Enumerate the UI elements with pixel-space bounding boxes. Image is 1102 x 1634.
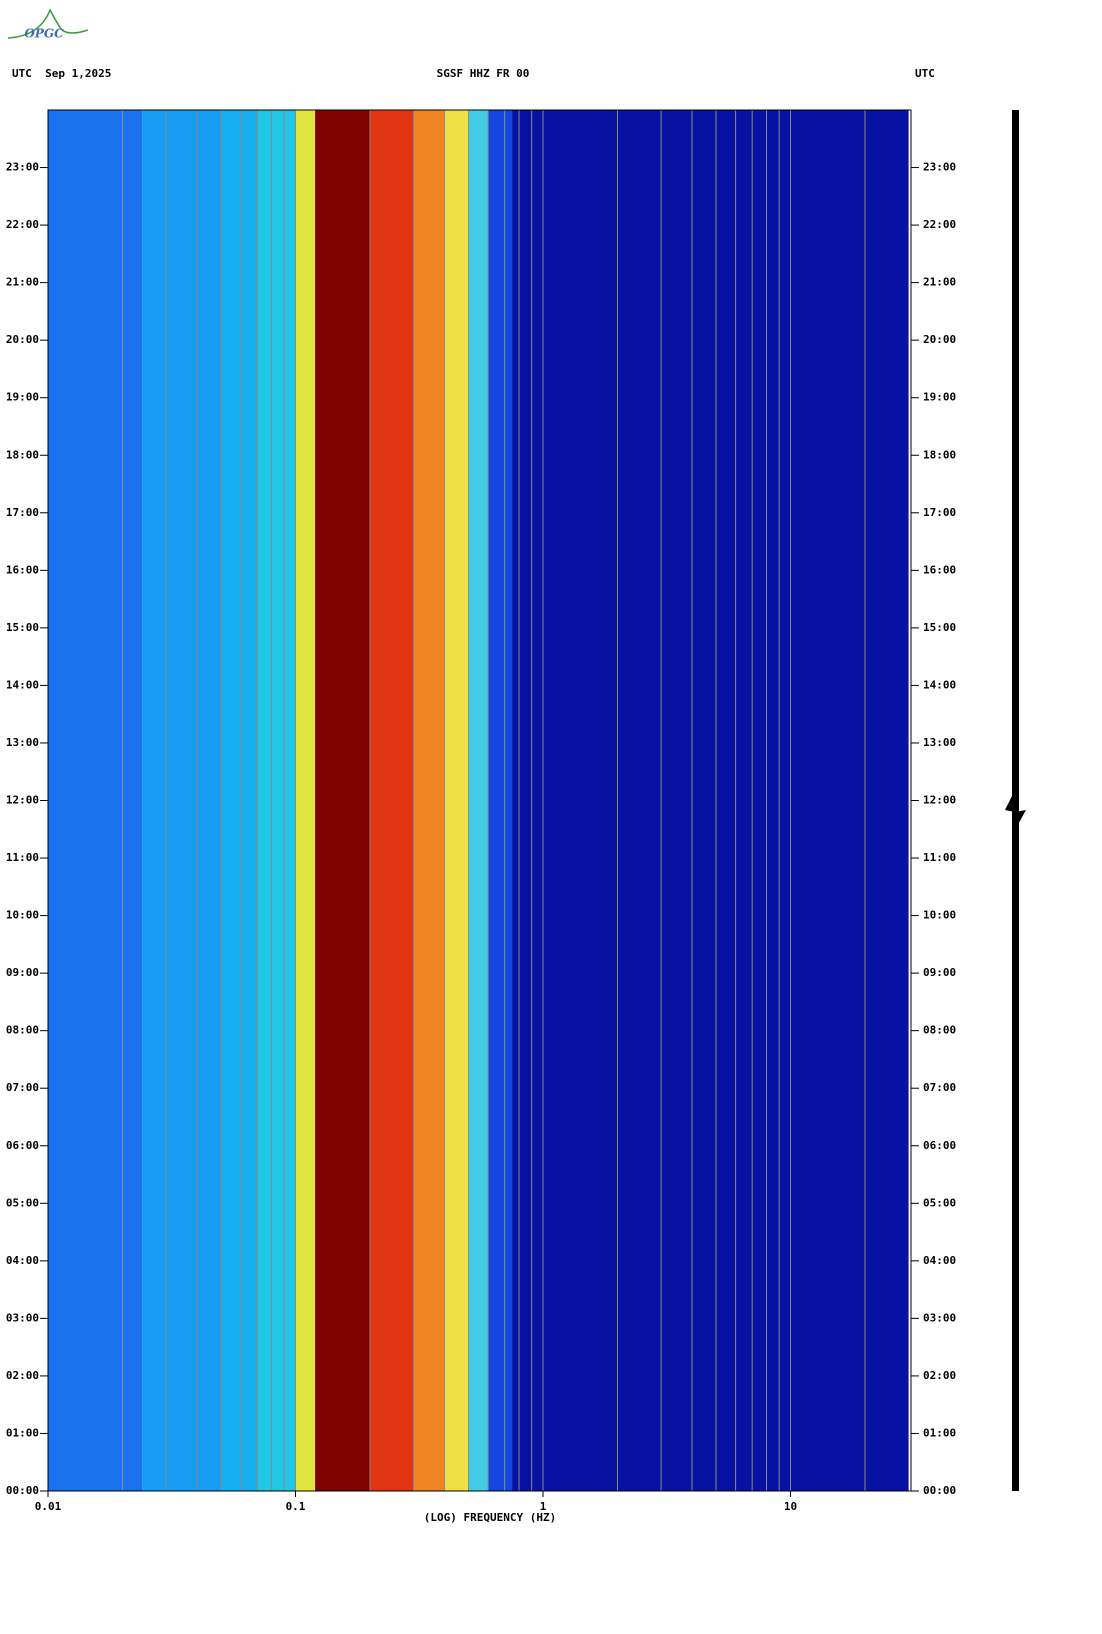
logo-curve xyxy=(7,8,89,39)
chart-title: SGSF HHZ FR 00 xyxy=(437,67,530,80)
y-tick-label: 22:00 xyxy=(923,218,956,231)
plot-frame xyxy=(47,109,912,1492)
y-tick-label: 09:00 xyxy=(6,966,39,979)
y-tick-label: 15:00 xyxy=(6,621,39,634)
y-tick-label: 13:00 xyxy=(923,736,956,749)
spectral-band xyxy=(468,110,489,1491)
y-tick-label: 07:00 xyxy=(923,1081,956,1094)
x-tick-label: 10 xyxy=(784,1500,797,1513)
spectral-band xyxy=(142,110,221,1491)
waveform xyxy=(1005,110,1026,1491)
trace-spike xyxy=(1005,790,1026,830)
y-tick-label: 06:00 xyxy=(923,1139,956,1152)
y-tick-label: 10:00 xyxy=(6,909,39,922)
y-tick-label: 18:00 xyxy=(6,448,39,461)
y-tick-label: 21:00 xyxy=(6,276,39,289)
y-tick-label: 14:00 xyxy=(6,678,39,691)
y-tick-label: 03:00 xyxy=(923,1311,956,1324)
y-tick-label: 05:00 xyxy=(6,1196,39,1209)
y-tick-label: 20:00 xyxy=(923,333,956,346)
y-tick-label: 23:00 xyxy=(923,161,956,174)
y-tick-label: 05:00 xyxy=(923,1196,956,1209)
y-tick-label: 16:00 xyxy=(923,563,956,576)
x-axis-label: (LOG) FREQUENCY (HZ) xyxy=(424,1511,556,1524)
y-tick-label: 07:00 xyxy=(6,1081,39,1094)
y-tick-label: 12:00 xyxy=(6,794,39,807)
x-tick-label: 0.1 xyxy=(286,1500,306,1513)
y-tick-label: 09:00 xyxy=(923,966,956,979)
spectral-band xyxy=(295,110,316,1491)
spectral-band xyxy=(48,110,143,1491)
y-tick-label: 00:00 xyxy=(923,1484,956,1497)
y-tick-label: 21:00 xyxy=(923,276,956,289)
y-tick-label: 02:00 xyxy=(923,1369,956,1382)
y-tick-label: 23:00 xyxy=(6,161,39,174)
x-tick-label: 1 xyxy=(540,1500,547,1513)
trace xyxy=(1012,110,1019,1491)
y-tick-label: 11:00 xyxy=(923,851,956,864)
y-tick-label: 18:00 xyxy=(923,448,956,461)
spectral-band xyxy=(512,110,909,1491)
logo: OPGC xyxy=(7,8,89,41)
y-tick-label: 06:00 xyxy=(6,1139,39,1152)
y-tick-label: 10:00 xyxy=(923,909,956,922)
spectral-band xyxy=(444,110,469,1491)
y-tick-label: 19:00 xyxy=(6,391,39,404)
y-tick-label: 12:00 xyxy=(923,794,956,807)
spectral-band xyxy=(370,110,414,1491)
y-tick-label: 17:00 xyxy=(6,506,39,519)
title-right: UTC xyxy=(915,67,935,80)
y-tick-label: 14:00 xyxy=(923,678,956,691)
plot-area xyxy=(47,110,909,1491)
y-tick-label: 02:00 xyxy=(6,1369,39,1382)
y-tick-label: 15:00 xyxy=(923,621,956,634)
y-tick-label: 17:00 xyxy=(923,506,956,519)
y-tick-label: 00:00 xyxy=(6,1484,39,1497)
y-tick-label: 01:00 xyxy=(6,1426,39,1439)
title-left: UTC Sep 1,2025 xyxy=(12,67,111,80)
spectral-band xyxy=(220,110,258,1491)
y-tick-label: 19:00 xyxy=(923,391,956,404)
y-tick-label: 08:00 xyxy=(923,1024,956,1037)
y-tick-label: 11:00 xyxy=(6,851,39,864)
spectral-band xyxy=(257,110,296,1491)
x-tick-label: 0.01 xyxy=(35,1500,62,1513)
y-tick-label: 01:00 xyxy=(923,1426,956,1439)
y-tick-label: 08:00 xyxy=(6,1024,39,1037)
y-tick-label: 03:00 xyxy=(6,1311,39,1324)
y-tick-label: 04:00 xyxy=(923,1254,956,1267)
y-tick-label: 20:00 xyxy=(6,333,39,346)
y-tick-label: 13:00 xyxy=(6,736,39,749)
spectral-band xyxy=(315,110,371,1491)
spectral-band xyxy=(488,110,513,1491)
y-tick-label: 04:00 xyxy=(6,1254,39,1267)
logo-text: OPGC xyxy=(24,27,64,41)
y-tick-label: 16:00 xyxy=(6,563,39,576)
spectral-band xyxy=(413,110,445,1491)
y-tick-label: 22:00 xyxy=(6,218,39,231)
